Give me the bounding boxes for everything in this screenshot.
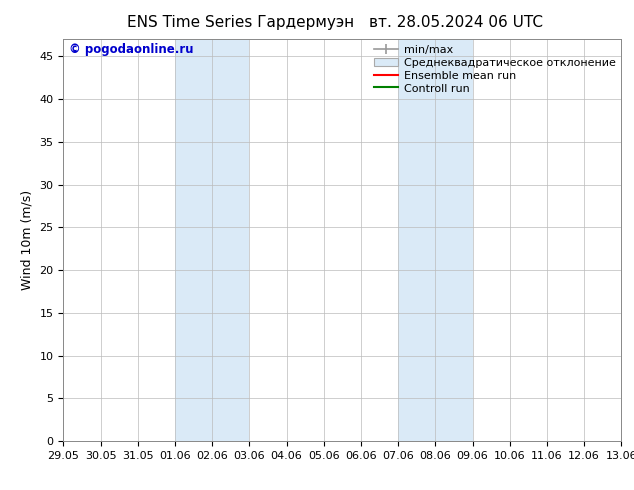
Legend: min/max, Среднеквадратическое отклонение, Ensemble mean run, Controll run: min/max, Среднеквадратическое отклонение…: [370, 40, 620, 98]
Text: © pogodaonline.ru: © pogodaonline.ru: [69, 43, 193, 56]
Text: вт. 28.05.2024 06 UTC: вт. 28.05.2024 06 UTC: [370, 15, 543, 30]
Y-axis label: Wind 10m (m/s): Wind 10m (m/s): [21, 190, 34, 290]
Bar: [398, 39, 472, 441]
Text: ENS Time Series Гардермуэн: ENS Time Series Гардермуэн: [127, 15, 354, 30]
Bar: [175, 39, 249, 441]
